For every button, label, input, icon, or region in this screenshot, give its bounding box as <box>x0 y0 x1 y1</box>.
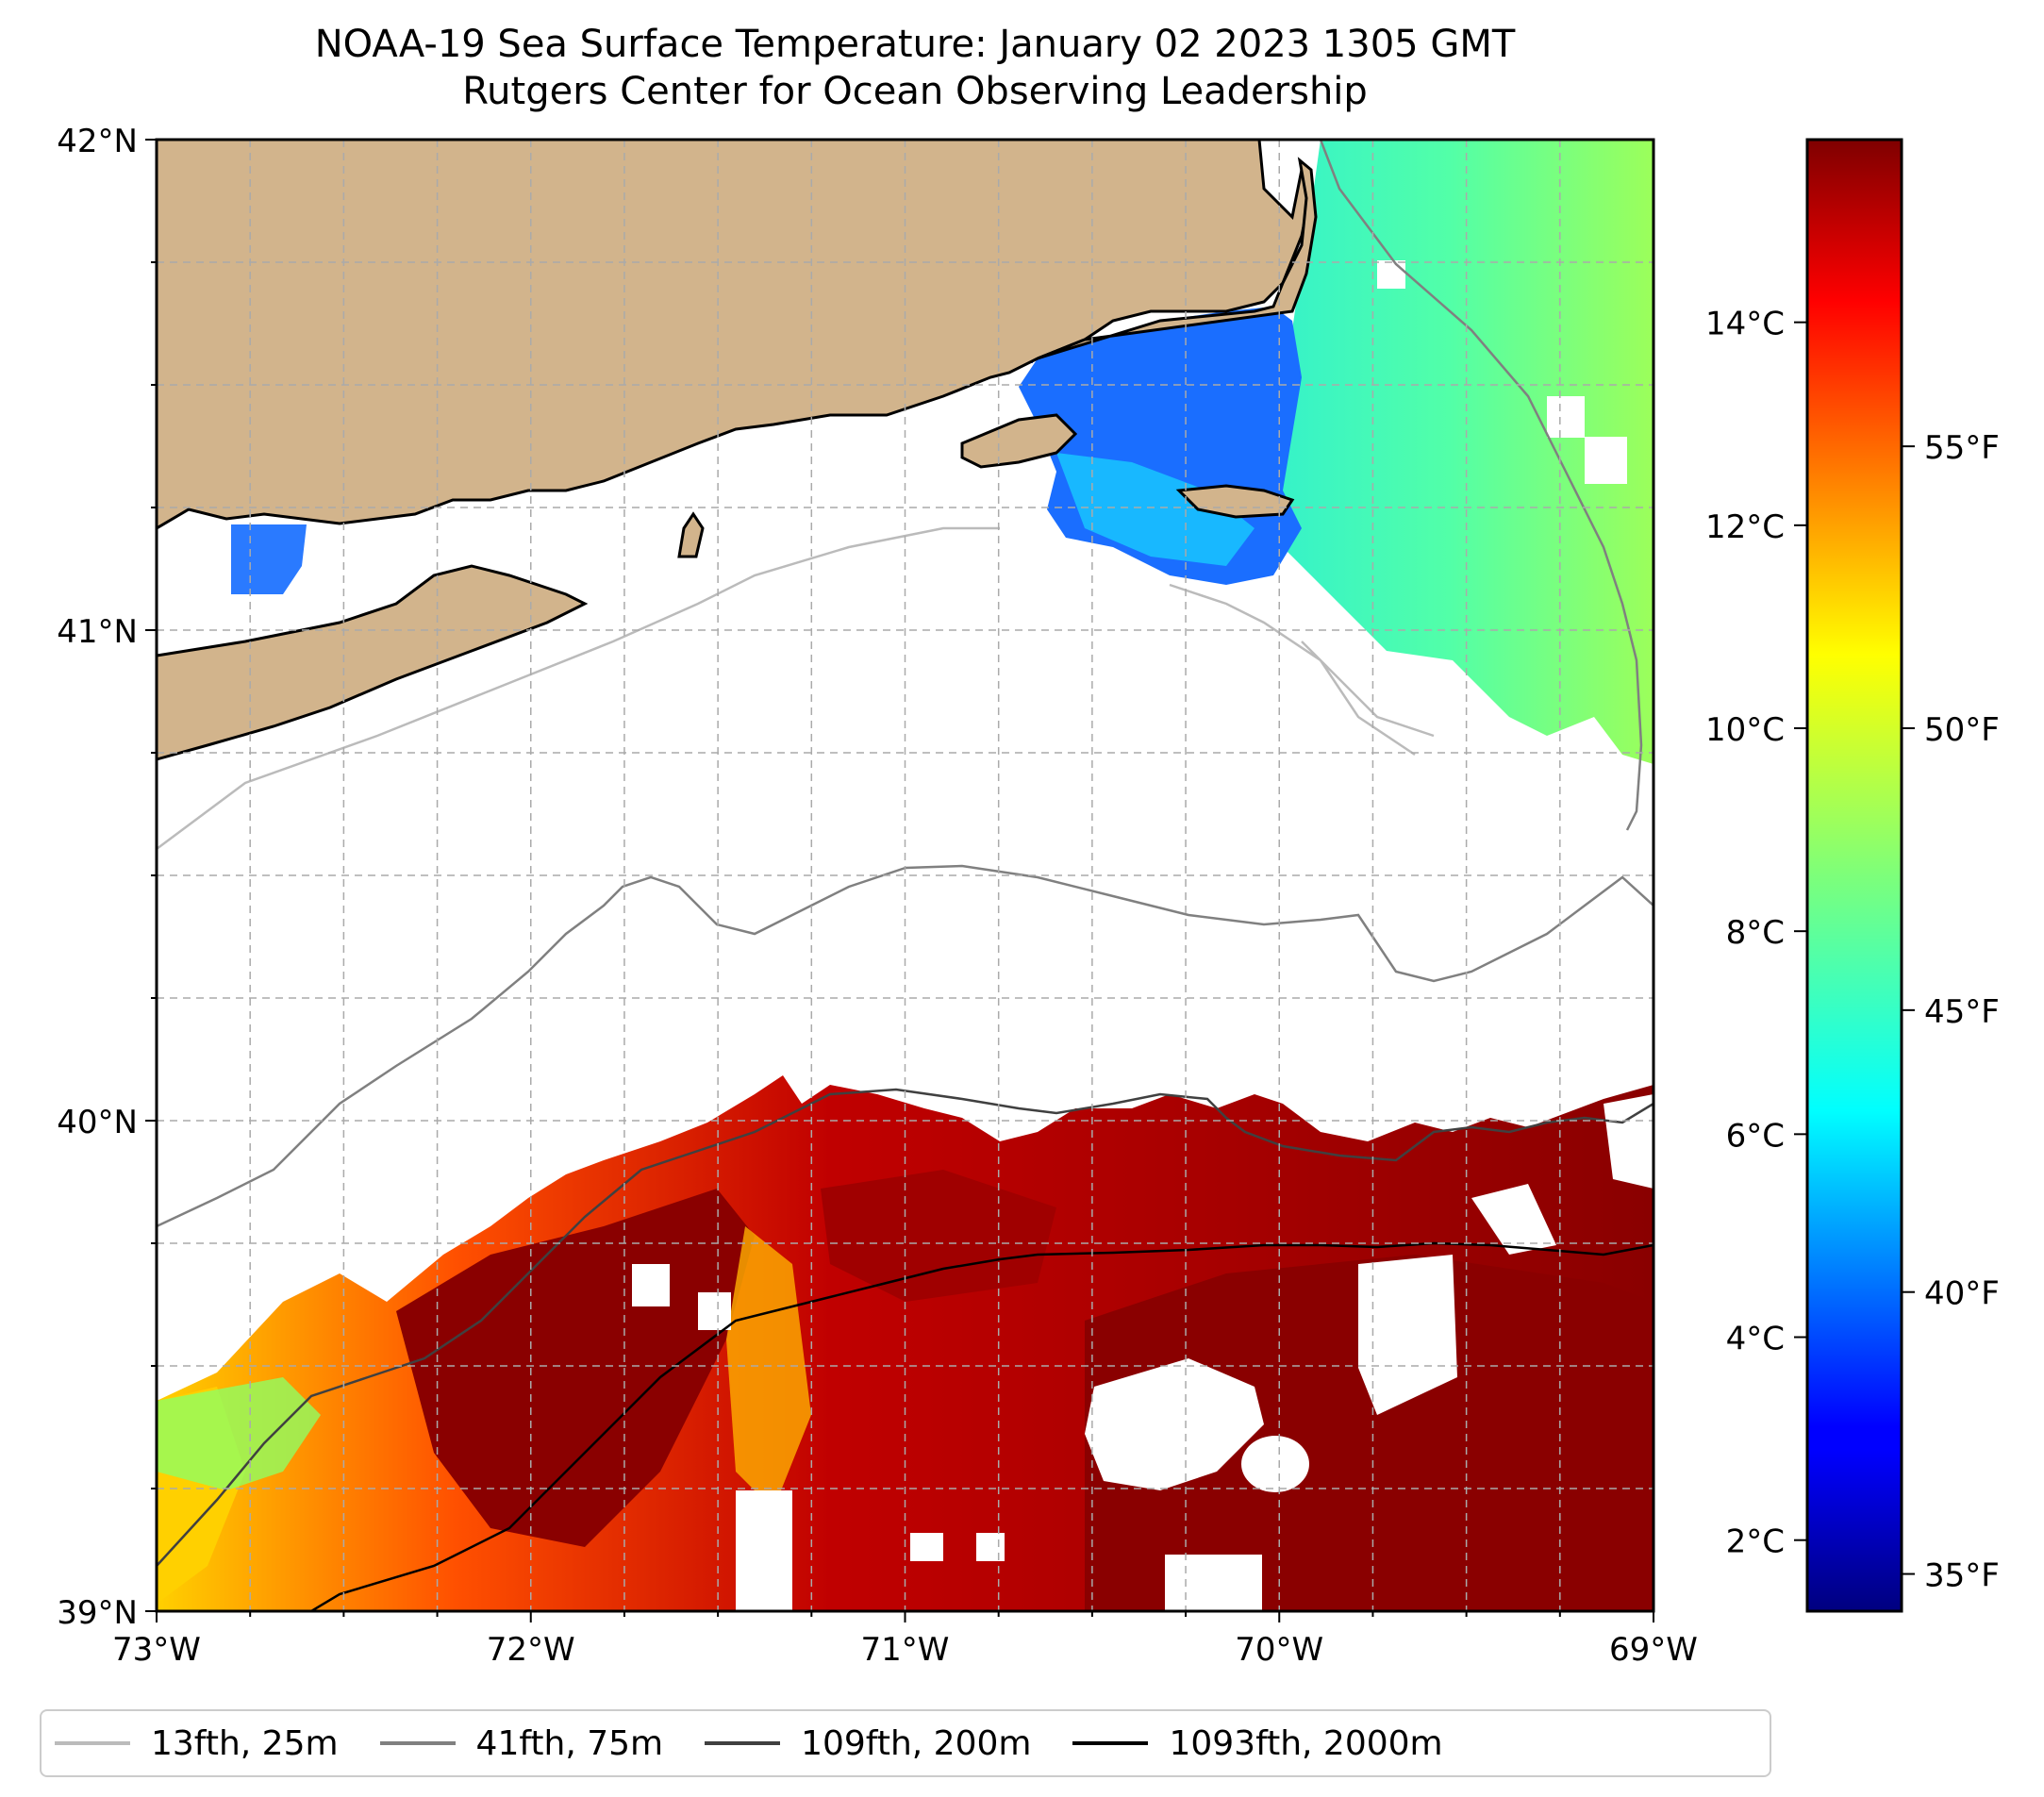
contour-legend: 13fth, 25m 41fth, 75m 109fth, 200m 1093fth,… <box>40 1709 1771 1777</box>
fahrenheit-tick-label: 50°F <box>1924 711 2000 749</box>
fahrenheit-tick-label: 40°F <box>1924 1275 2000 1313</box>
lat-tick-label: 41°N <box>57 613 138 651</box>
celsius-tick-label: 10°C <box>1705 711 1785 749</box>
fahrenheit-tick-label: 55°F <box>1924 429 2000 467</box>
land-cape-cod <box>1037 157 1318 360</box>
legend-item: 1093fth, 2000m <box>1072 1723 1443 1763</box>
lon-tick-label: 72°W <box>487 1631 575 1669</box>
legend-item: 41fth, 75m <box>379 1723 664 1763</box>
map-plot-area <box>157 140 1653 1611</box>
legend-item: 13fth, 25m <box>55 1724 339 1763</box>
title-line-2: Rutgers Center for Ocean Observing Leade… <box>462 70 1368 113</box>
sst-field-northeast <box>1245 140 1653 764</box>
celsius-tick-label: 4°C <box>1726 1321 1785 1358</box>
legend-line-swatch <box>379 1741 456 1745</box>
lat-tick-label: 40°N <box>57 1104 138 1141</box>
legend-line-swatch <box>705 1741 781 1745</box>
contour-25m <box>157 526 1435 851</box>
fahrenheit-tick-label: 35°F <box>1924 1557 2000 1595</box>
land-marthas-vineyard <box>960 413 1078 469</box>
legend-label: 13fth, 25m <box>151 1723 339 1763</box>
celsius-tick-label: 2°C <box>1726 1523 1785 1561</box>
map-gridlines <box>157 140 1653 1611</box>
legend-label: 109fth, 200m <box>801 1723 1032 1763</box>
colorbar-gradient <box>1805 138 1903 1613</box>
legend-label: 41fth, 75m <box>475 1723 664 1763</box>
land-nantucket <box>1175 484 1295 519</box>
colorbar: 14°C 12°C 10°C 8°C 6°C 4°C 2°C 55°F 50°F 45°F 40°… <box>1705 138 2000 1613</box>
celsius-tick-label: 12°C <box>1705 508 1785 546</box>
legend-label: 1093fth, 2000m <box>1169 1723 1443 1763</box>
celsius-tick-label: 6°C <box>1726 1117 1785 1155</box>
lon-tick-label: 73°W <box>112 1631 201 1669</box>
legend-line-swatch <box>55 1741 130 1745</box>
lat-tick-label: 39°N <box>57 1594 138 1632</box>
celsius-tick-label: 14°C <box>1705 306 1785 343</box>
lat-tick-label: 42°N <box>57 123 138 160</box>
land-masses <box>157 140 1318 761</box>
celsius-tick-label: 8°C <box>1726 914 1785 952</box>
colorbar-celsius-axis: 14°C 12°C 10°C 8°C 6°C 4°C 2°C <box>1705 306 1807 1561</box>
land-block-island <box>677 511 705 558</box>
map-axes: 42°N 41°N 40°N 39°N73°W 72°W 71°W 70°W 69°W <box>57 123 1698 1669</box>
lon-tick-label: 71°W <box>861 1631 950 1669</box>
title-line-1: NOAA-19 Sea Surface Temperature: January… <box>314 23 1516 66</box>
chart-title: NOAA-19 Sea Surface Temperature: January… <box>0 21 1830 115</box>
legend-line-swatch <box>1072 1741 1149 1745</box>
legend-item: 109fth, 200m <box>705 1724 1031 1763</box>
lon-tick-label: 70°W <box>1235 1631 1323 1669</box>
lon-tick-label: 69°W <box>1609 1631 1698 1669</box>
contour-75m <box>157 140 1653 1228</box>
contour-200m <box>157 1088 1653 1567</box>
fahrenheit-tick-label: 45°F <box>1924 993 2000 1031</box>
colorbar-fahrenheit-axis: 55°F 50°F 45°F 40°F 35°F <box>1902 429 2000 1595</box>
land-long-island <box>157 564 589 761</box>
